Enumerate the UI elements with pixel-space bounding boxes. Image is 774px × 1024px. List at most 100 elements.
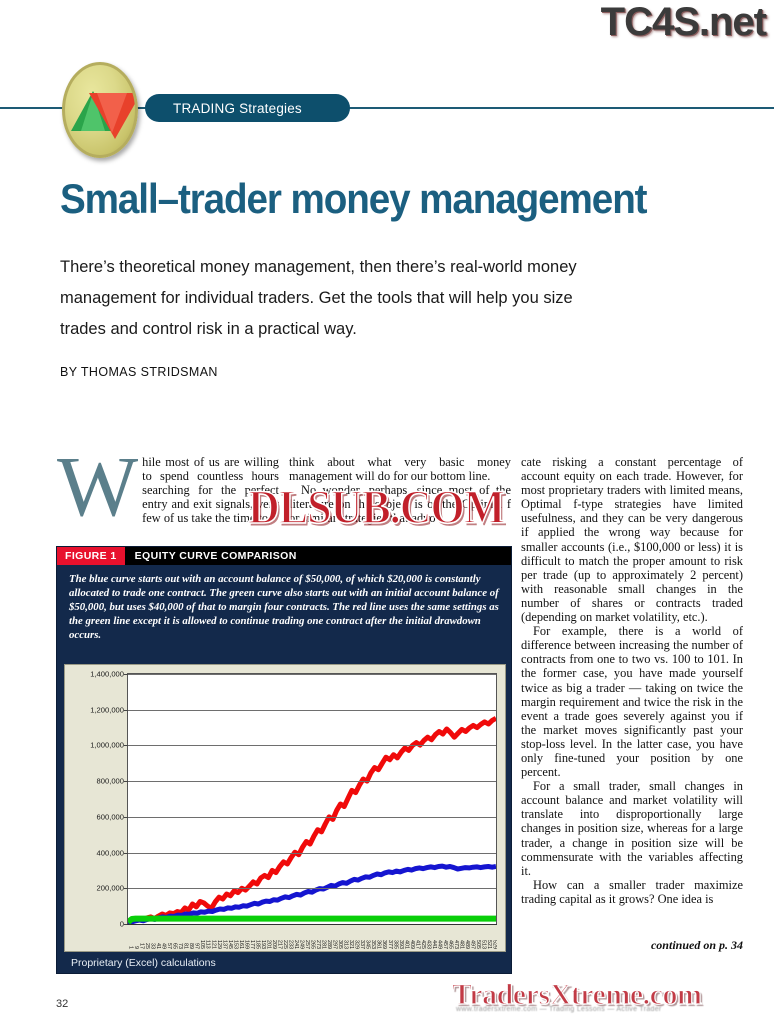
chart-x-tick-label: 457 bbox=[441, 940, 448, 949]
chart-x-tick-label: 497 bbox=[469, 940, 476, 949]
chart-x-tick-label: 345 bbox=[364, 940, 371, 949]
figure-source: Proprietary (Excel) calculations bbox=[71, 957, 216, 969]
chart-y-tick-mark bbox=[124, 816, 128, 818]
chart-x-tick-label: 353 bbox=[370, 940, 377, 949]
chart-x-tick-label: 481 bbox=[458, 940, 465, 949]
chart-x-tick-label: 489 bbox=[463, 940, 470, 949]
chart-x-tick-label: 169 bbox=[243, 940, 250, 949]
chart-x-tick-label: 97 bbox=[193, 943, 200, 949]
chart-x-tick-label: 121 bbox=[210, 940, 217, 949]
chart-x-tick-labels: 1 9 17 25 33 41 49 57 65 73 81 89 97 105 113 121 129 137 1… bbox=[127, 927, 497, 949]
continued-note: continued on p. 34 bbox=[650, 938, 743, 952]
chart-x-tick-label: 177 bbox=[248, 940, 255, 949]
paragraph: For example, there is a world of differe… bbox=[521, 624, 743, 780]
chart-x-tick-label: 441 bbox=[430, 940, 437, 949]
page-title: Small–trader money management bbox=[60, 175, 648, 222]
chart-x-tick-label: 41 bbox=[155, 943, 162, 949]
site-brand-logo: TC4S.net bbox=[600, 0, 767, 44]
equity-curve-chart: 1,400,000 1,200,000 1,000,000 800,000 600,00… bbox=[64, 664, 506, 952]
chart-x-tick-label: 521 bbox=[486, 940, 493, 949]
chart-x-tick-label: 409 bbox=[408, 940, 415, 949]
chart-x-tick-label: 305 bbox=[337, 940, 344, 949]
paragraph: think about what very basic money manage… bbox=[289, 455, 511, 484]
paragraph: No wonder, perhaps, since most of the li… bbox=[289, 483, 511, 526]
chart-gridline bbox=[128, 745, 496, 747]
chart-x-tick-label: 49 bbox=[160, 943, 167, 949]
chart-gridline bbox=[128, 852, 496, 854]
paragraph: cate risking a constant percentage of ac… bbox=[521, 455, 743, 625]
chart-y-tick-mark bbox=[124, 781, 128, 783]
chart-x-tick-label: 313 bbox=[342, 940, 349, 949]
chart-x-tick-label: 193 bbox=[259, 940, 266, 949]
chart-x-tick-label: 433 bbox=[425, 940, 432, 949]
chart-x-tick-label: 145 bbox=[226, 940, 233, 949]
drop-cap: W bbox=[57, 438, 139, 534]
chart-x-tick-label: 65 bbox=[171, 943, 178, 949]
chart-x-tick-label: 417 bbox=[414, 940, 421, 949]
chart-y-tick-label: 800,000 bbox=[96, 776, 124, 786]
chart-x-tick-label: 393 bbox=[397, 940, 404, 949]
chart-x-tick-label: 81 bbox=[182, 943, 189, 949]
chart-x-tick-label: 233 bbox=[287, 940, 294, 949]
body-column-2: think about what very basic money manage… bbox=[289, 455, 511, 525]
chart-x-tick-label: 329 bbox=[353, 940, 360, 949]
section-pill: TRADING Strategies bbox=[145, 94, 350, 122]
chart-x-tick-label: 209 bbox=[270, 940, 277, 949]
figure-number-badge: FIGURE 1 bbox=[57, 547, 125, 565]
chart-x-tick-label: 161 bbox=[237, 940, 244, 949]
chart-y-tick-mark bbox=[124, 888, 128, 890]
chart-y-tick-label: 1,400,000 bbox=[90, 669, 124, 679]
chart-x-tick-label: 265 bbox=[309, 940, 316, 949]
body-column-3: cate risking a constant percentage of ac… bbox=[521, 455, 743, 906]
tradersxtreme-watermark: TradersXtreme.com bbox=[451, 977, 702, 1011]
chart-plot-area: 1,400,000 1,200,000 1,000,000 800,000 600,00… bbox=[90, 670, 497, 929]
paragraph: hile most of us are willing to spend cou… bbox=[142, 455, 279, 526]
chart-x-tick-label: 225 bbox=[281, 940, 288, 949]
chart-x-tick-label: 249 bbox=[298, 940, 305, 949]
chart-x-tick-label: 473 bbox=[452, 940, 459, 949]
chart-gridline bbox=[128, 709, 496, 711]
chart-y-tick-label: 400,000 bbox=[96, 848, 124, 858]
chart-x-tick-label: 105 bbox=[199, 940, 206, 949]
article-deck: There’s theoretical money management, th… bbox=[60, 258, 577, 338]
chart-gridline bbox=[128, 674, 496, 675]
chart-x-tick-label: 201 bbox=[265, 940, 272, 949]
body-column-1: W hile most of us are willing to spend c… bbox=[57, 438, 279, 534]
chart-series-blue bbox=[128, 866, 496, 922]
chart-x-axis-line bbox=[127, 924, 497, 925]
chart-x-tick-label: 297 bbox=[331, 940, 338, 949]
chart-x-tick-label: 513 bbox=[480, 940, 487, 949]
up-down-triangles-seal-icon bbox=[62, 62, 138, 158]
chart-x-tick-label: 9 bbox=[133, 946, 140, 949]
chart-x-tick-label: 89 bbox=[188, 943, 195, 949]
chart-x-tick-label: 273 bbox=[315, 940, 322, 949]
chart-y-tick-mark bbox=[124, 852, 128, 854]
chart-inner: 1,400,000 1,200,000 1,000,000 800,000 600,00… bbox=[65, 665, 505, 951]
figure-panel: FIGURE 1 EQUITY CURVE COMPARISON The blu… bbox=[56, 546, 512, 974]
chart-x-tick-label: 505 bbox=[475, 940, 481, 949]
chart-y-tick-mark bbox=[124, 674, 128, 675]
chart-gridline bbox=[128, 816, 496, 818]
page-number: 32 bbox=[56, 998, 69, 1010]
chart-gridline bbox=[128, 781, 496, 783]
figure-caption: The blue curve starts out with an accoun… bbox=[69, 573, 499, 641]
chart-x-tick-label: 361 bbox=[375, 940, 382, 949]
figure-titlebar: FIGURE 1 EQUITY CURVE COMPARISON bbox=[57, 547, 511, 565]
banner-rule bbox=[0, 107, 774, 109]
tradersxtreme-watermark-subtext: www.tradersxtreme.com — Trading Lessons … bbox=[456, 1006, 662, 1013]
chart-curves-svg bbox=[128, 674, 496, 924]
chart-x-tick-label: 385 bbox=[392, 940, 399, 949]
chart-x-tick-label: 377 bbox=[386, 940, 393, 949]
chart-y-tick-label: 0 bbox=[119, 919, 124, 929]
chart-x-tick-label: 1 bbox=[127, 946, 134, 949]
chart-x-tick-label: 137 bbox=[221, 940, 228, 949]
chart-y-tick-label: 200,000 bbox=[96, 883, 124, 893]
chart-x-tick-label: 33 bbox=[149, 943, 156, 949]
chart-x-tick-label: 17 bbox=[138, 943, 145, 949]
figure-title: EQUITY CURVE COMPARISON bbox=[134, 550, 297, 562]
chart-x-tick-label: 185 bbox=[254, 940, 261, 949]
chart-x-tick-label: 321 bbox=[348, 940, 355, 949]
chart-series-red bbox=[128, 718, 496, 921]
chart-x-tick-label: 401 bbox=[403, 940, 410, 949]
chart-x-tick-label: 425 bbox=[419, 940, 426, 949]
